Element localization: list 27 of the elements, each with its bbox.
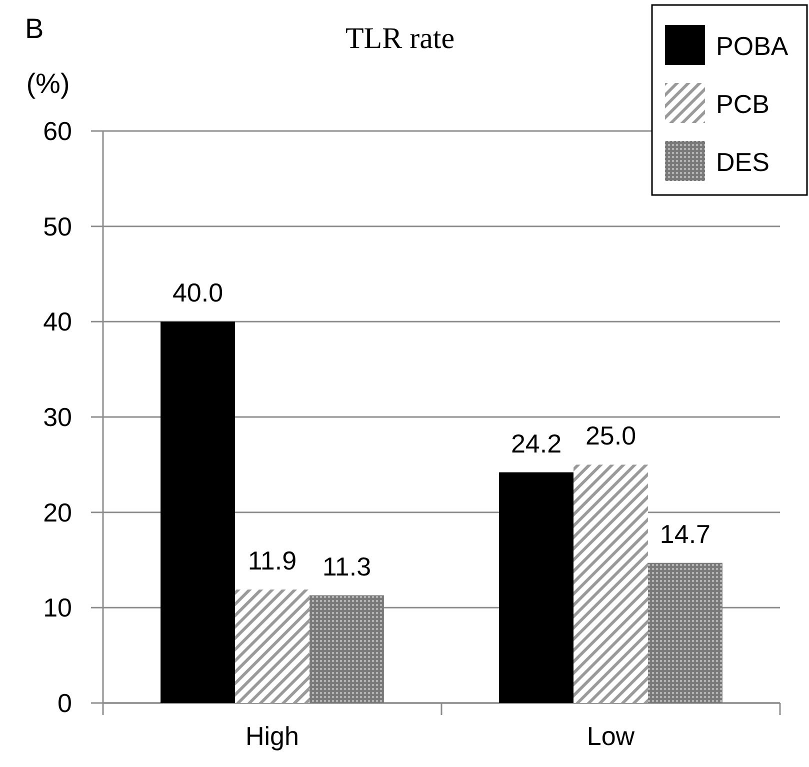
legend-label: POBA	[716, 31, 789, 61]
data-label: 14.7	[660, 518, 711, 549]
y-tick-label: 40	[43, 306, 72, 337]
y-tick-label: 60	[43, 116, 72, 146]
x-tick-label: Low	[586, 721, 635, 751]
data-label: 40.0	[172, 278, 224, 308]
y-tick-label: 50	[43, 211, 72, 242]
y-tick-label: 30	[43, 402, 72, 432]
bar	[309, 595, 384, 703]
data-label: 11.9	[248, 546, 297, 576]
bar	[648, 562, 722, 703]
y-tick-label: 10	[43, 592, 72, 623]
data-label: 25.0	[585, 420, 636, 451]
chart-title: TLR rate	[345, 22, 455, 55]
data-label: 11.3	[322, 551, 372, 582]
y-tick-label: 0	[58, 688, 72, 718]
bar	[499, 472, 574, 703]
bar	[235, 590, 310, 703]
text: B	[25, 13, 44, 44]
x-tick-label: High	[246, 721, 299, 751]
bar	[574, 464, 648, 703]
legend-label: PCB	[716, 89, 770, 119]
bar	[160, 322, 236, 703]
legend-label: DES	[716, 147, 770, 177]
data-label: 24.2	[510, 428, 562, 458]
y-tick-label: 20	[43, 497, 72, 528]
y-axis-title: (%)	[26, 68, 70, 99]
